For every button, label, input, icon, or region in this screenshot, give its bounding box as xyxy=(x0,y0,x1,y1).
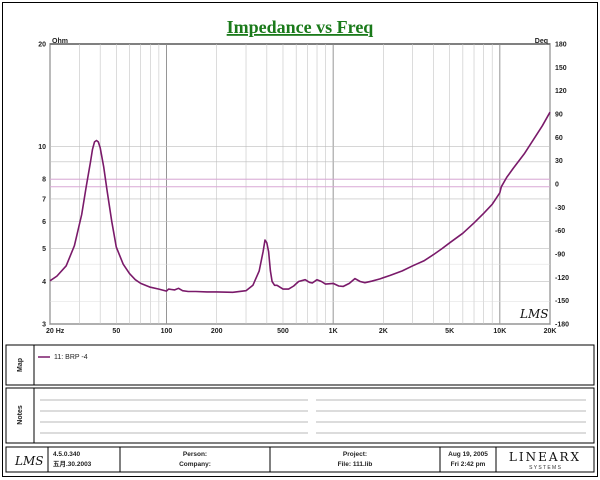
chart-title: Impedance vs Freq xyxy=(227,17,374,37)
x-tick-label: 10K xyxy=(493,328,506,335)
y-right-unit-label: Deg xyxy=(535,38,548,45)
plot-watermark: LMS xyxy=(519,307,548,321)
y-right-tick-label: 180 xyxy=(555,42,567,49)
reference-lines xyxy=(50,178,550,188)
series-lines xyxy=(49,111,551,294)
footer-person-label: Person: xyxy=(183,451,207,458)
footer-version: 4.5.0.340 xyxy=(53,451,80,458)
y-right-tick-label: 0 xyxy=(555,182,559,189)
y-right-tick-label: 120 xyxy=(555,88,567,95)
y-right-tick-labels: 180 150 120 90 60 30 0 -30 -60 -90 -120 -150 -180 xyxy=(555,42,569,329)
y-left-tick-label: 7 xyxy=(42,196,46,203)
footer xyxy=(5,446,595,473)
y-right-tick-label: -150 xyxy=(555,298,569,305)
x-tick-labels: 20 Hz 50 100 200 500 1K 2K 5K 10K 20K xyxy=(46,328,556,335)
notes-label: Notes xyxy=(17,405,24,425)
footer-logo: LMS xyxy=(14,454,43,468)
y-left-unit-label: Ohm xyxy=(52,38,68,45)
y-left-tick-labels: 20 10 8 7 6 5 4 3 xyxy=(38,42,46,329)
y-left-tick-label: 6 xyxy=(42,219,46,226)
map-panel xyxy=(5,344,595,386)
footer-file-label: File: 111.lib xyxy=(338,461,373,468)
footer-project-label: Project: xyxy=(343,451,367,458)
footer-date-code: 五月.30.2003 xyxy=(53,460,92,468)
x-tick-label: 5K xyxy=(445,328,454,335)
y-left-tick-label: 4 xyxy=(42,279,46,286)
x-tick-label: 2K xyxy=(379,328,388,335)
footer-time: Fri 2:42 pm xyxy=(451,461,486,468)
y-right-tick-label: -180 xyxy=(555,322,569,329)
y-right-tick-label: -90 xyxy=(555,252,565,259)
y-left-tick-label: 3 xyxy=(42,322,46,329)
legend-entry: 11: BRP -4 xyxy=(54,354,88,361)
notes-panel xyxy=(5,387,595,444)
x-tick-label: 200 xyxy=(211,328,223,335)
x-tick-label: 20K xyxy=(544,328,557,335)
map-label: Map xyxy=(17,358,24,372)
y-left-tick-label: 5 xyxy=(42,246,46,253)
footer-company-label: Company: xyxy=(179,461,211,468)
y-right-tick-label: -60 xyxy=(555,228,565,235)
series-line xyxy=(49,111,551,294)
y-left-tick-label: 8 xyxy=(42,177,46,184)
y-right-tick-label: 60 xyxy=(555,135,563,142)
x-tick-label: 1K xyxy=(329,328,338,335)
y-right-tick-label: 150 xyxy=(555,65,567,72)
y-left-tick-label: 20 xyxy=(38,42,46,49)
x-tick-label: 100 xyxy=(161,328,173,335)
y-left-tick-label: 10 xyxy=(38,144,46,151)
x-tick-label: 500 xyxy=(277,328,289,335)
brand-logo: LINEARX xyxy=(509,450,581,464)
brand-subtitle: S Y S T E M S xyxy=(529,465,562,471)
y-right-tick-label: -30 xyxy=(555,205,565,212)
x-tick-label: 50 xyxy=(112,328,120,335)
y-right-tick-label: 30 xyxy=(555,158,563,165)
plot-area xyxy=(49,43,551,325)
x-tick-label: 20 Hz xyxy=(46,328,65,335)
y-right-tick-label: 90 xyxy=(555,112,563,119)
y-right-tick-label: -120 xyxy=(555,275,569,282)
footer-date: Aug 19, 2005 xyxy=(448,451,488,458)
notes-lines xyxy=(40,399,586,434)
